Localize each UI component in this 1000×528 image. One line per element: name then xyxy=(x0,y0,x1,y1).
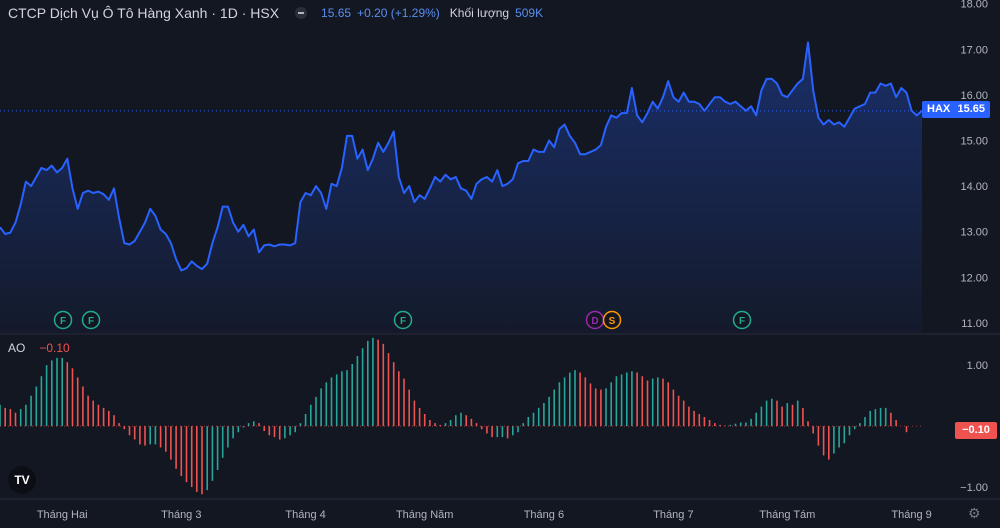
price-scale-label: 13.00 xyxy=(960,227,988,239)
event-marker-d[interactable]: D xyxy=(585,310,605,330)
price-line[interactable] xyxy=(0,41,923,272)
time-axis-label: Tháng 4 xyxy=(285,509,325,521)
ao-scale-label: 1.00 xyxy=(967,360,988,372)
symbol-tag-price: 15.65 xyxy=(957,103,985,115)
event-marker-f[interactable]: F xyxy=(81,310,101,330)
hide-legend-icon[interactable] xyxy=(295,7,308,19)
event-marker-f[interactable]: F xyxy=(53,310,73,330)
symbol-title[interactable]: CTCP Dịch Vụ Ô Tô Hàng Xanh · 1D · HSX xyxy=(8,5,280,21)
ao-value: −0.10 xyxy=(39,341,70,355)
price-scale-label: 16.00 xyxy=(960,90,988,102)
ao-label[interactable]: AO xyxy=(8,341,26,355)
svg-text:D: D xyxy=(591,316,598,327)
price-scale-label: 17.00 xyxy=(960,44,988,56)
settings-gear-icon[interactable]: ⚙ xyxy=(968,505,981,521)
svg-text:F: F xyxy=(739,316,745,327)
time-axis-label: Tháng 7 xyxy=(653,509,693,521)
price-scale-label: 14.00 xyxy=(960,181,988,193)
svg-text:S: S xyxy=(609,316,616,327)
time-axis-label: Tháng 9 xyxy=(891,509,931,521)
price-scale-label: 12.00 xyxy=(960,272,988,284)
volume-label: Khối lượng xyxy=(449,6,510,20)
price-change: +0.20 (+1.29%) xyxy=(357,6,440,20)
symbol-tag-name: HAX xyxy=(927,103,951,115)
time-axis-label: Tháng 6 xyxy=(524,509,564,521)
symbol-price-tag: HAX 15.65 xyxy=(922,101,990,118)
svg-text:F: F xyxy=(88,316,94,327)
price-scale-label: 11.00 xyxy=(961,318,988,330)
ao-legend: AO −0.10 xyxy=(8,341,70,355)
tradingview-logo-icon[interactable]: TV xyxy=(8,466,36,494)
time-axis-label: Tháng Tám xyxy=(759,509,815,521)
event-marker-f[interactable]: F xyxy=(393,310,413,330)
svg-text:F: F xyxy=(400,316,406,327)
price-scale-label: 15.00 xyxy=(960,135,988,147)
time-axis-label: Tháng 3 xyxy=(161,509,201,521)
ao-scale-label: −1.00 xyxy=(960,482,988,494)
volume-value: 509K xyxy=(515,6,544,20)
svg-text:F: F xyxy=(60,316,66,327)
time-axis-label: Tháng Hai xyxy=(37,509,88,521)
time-axis-label: Tháng Năm xyxy=(396,509,453,521)
price-scale-label: 18.00 xyxy=(960,0,988,11)
event-marker-f[interactable]: F xyxy=(732,310,752,330)
price-area-fill xyxy=(0,42,922,334)
symbol-legend: CTCP Dịch Vụ Ô Tô Hàng Xanh · 1D · HSX 1… xyxy=(8,5,543,21)
event-marker-s[interactable]: S xyxy=(602,310,622,330)
ao-value-tag: −0.10 xyxy=(955,422,997,439)
last-price: 15.65 xyxy=(321,6,352,20)
